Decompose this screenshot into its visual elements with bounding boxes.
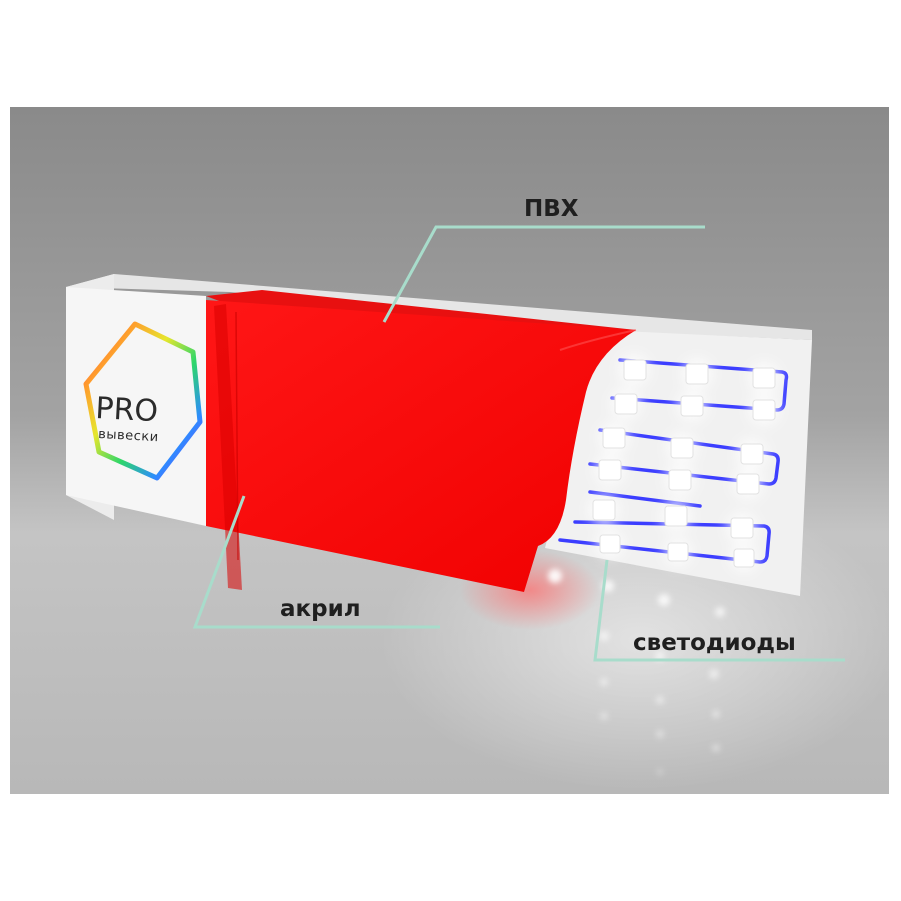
floor-reflections: [548, 569, 725, 775]
callout-label-pvc: ПВХ: [524, 196, 579, 222]
logo-subtitle: вывески: [98, 427, 159, 445]
logo-hexagon-icon: [83, 321, 203, 481]
logo: PRO вывески: [83, 321, 203, 481]
callout-line-pvc: [382, 225, 705, 323]
sign-box-front: [66, 287, 206, 526]
acrylic-front-face: [206, 300, 636, 592]
callout-label-leds: светодиоды: [633, 630, 796, 656]
callout-lines: [192, 225, 845, 662]
callout-label-acrylic: акрил: [280, 596, 361, 622]
logo-title: PRO: [95, 391, 159, 429]
sign-box-top: [66, 274, 812, 340]
callout-line-acrylic: [192, 495, 440, 629]
acrylic-panel: [206, 290, 637, 592]
callout-line-leds: [593, 559, 845, 662]
led-modules: [584, 350, 784, 576]
